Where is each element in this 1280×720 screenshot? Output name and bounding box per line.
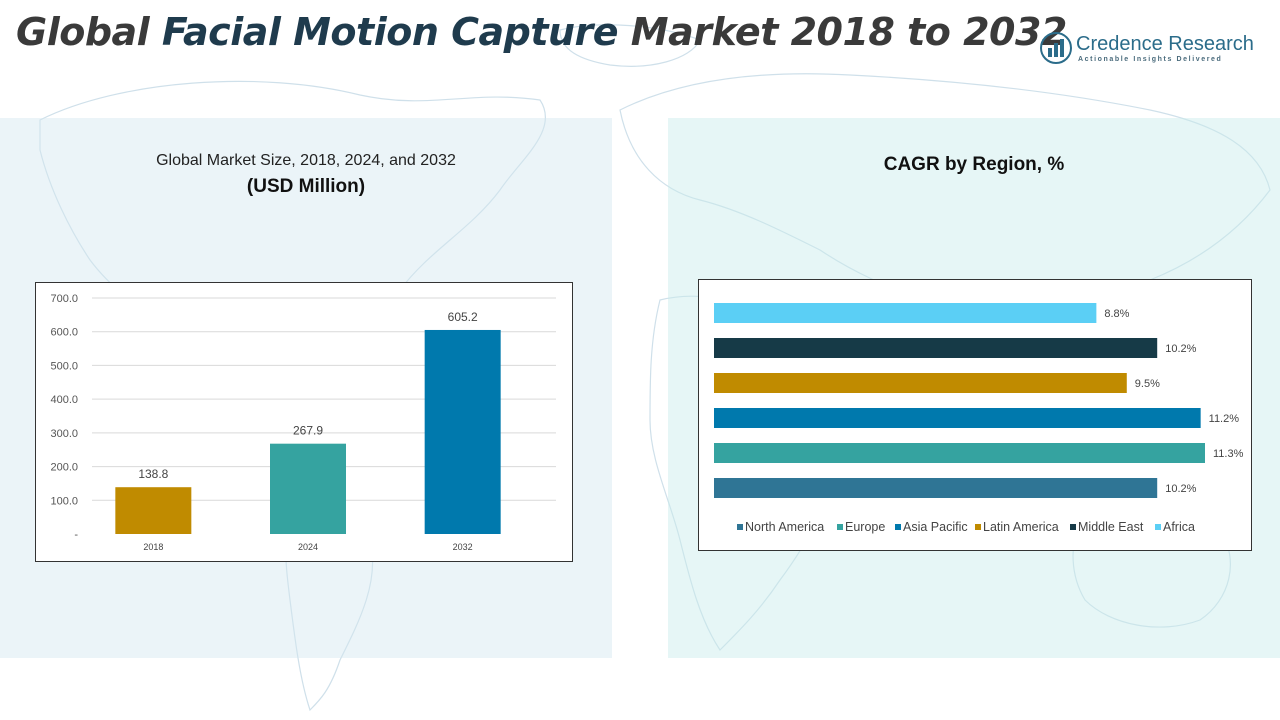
title-part-1: Global: [16, 10, 162, 54]
bar-north-america: [714, 478, 1158, 498]
logo-bar-chart-icon: [1040, 32, 1072, 64]
x-tick-label-2032: 2032: [453, 542, 473, 552]
title-part-3: Market 2018 to 2032: [618, 10, 1068, 54]
legend-swatch-latin-america: [975, 524, 981, 530]
y-tick-label: 400.0: [50, 394, 78, 406]
data-label-latin-america: 9.5%: [1135, 378, 1160, 390]
title-part-2: Facial Motion Capture: [161, 10, 619, 54]
x-tick-label-2018: 2018: [143, 542, 163, 552]
bar-latin-america: [714, 373, 1127, 393]
x-tick-label-2024: 2024: [298, 542, 318, 552]
data-label-africa: 8.8%: [1104, 308, 1129, 320]
bar-africa: [714, 303, 1097, 323]
page-title: Global Facial Motion Capture Market 2018…: [16, 10, 1067, 54]
data-label-north-america: 10.2%: [1165, 483, 1196, 495]
legend-label-africa: Africa: [1163, 520, 1195, 534]
legend-label-latin-america: Latin America: [983, 520, 1059, 534]
market-size-chart-unit: (USD Million): [246, 176, 366, 197]
y-tick-label: -: [74, 529, 78, 541]
legend-swatch-north-america: [737, 524, 743, 530]
y-tick-label: 200.0: [50, 462, 78, 474]
legend-swatch-africa: [1155, 524, 1161, 530]
credence-research-logo: Credence Research Actionable Insights De…: [1040, 30, 1270, 70]
y-tick-label: 600.0: [50, 327, 78, 339]
bar-middle-east: [714, 338, 1158, 358]
cagr-chart-svg: 10.2% 11.3% 11.2% 9.5% 10.2% 8.8% North Americ…: [714, 303, 1244, 534]
market-size-chart: - 100.0 200.0 300.0 400.0 500.0 600.0 700.0 138.…: [35, 282, 573, 562]
y-tick-label: 100.0: [50, 495, 78, 507]
logo-tagline: Actionable Insights Delivered: [1078, 56, 1223, 63]
y-tick-label: 700.0: [50, 293, 78, 305]
legend-label-middle-east: Middle East: [1078, 520, 1144, 534]
bar-2024: [270, 443, 346, 534]
legend-label-europe: Europe: [845, 520, 885, 534]
cagr-chart: 10.2% 11.3% 11.2% 9.5% 10.2% 8.8% North Americ…: [698, 279, 1252, 551]
logo-name: Credence Research: [1076, 33, 1254, 55]
bar-asia-pacific: [714, 408, 1201, 428]
legend-swatch-europe: [837, 524, 843, 530]
data-label-2024: 267.9: [293, 424, 323, 438]
data-label-2018: 138.8: [138, 467, 168, 481]
legend-label-asia-pacific: Asia Pacific: [903, 520, 968, 534]
bar-europe: [714, 443, 1205, 463]
bar-2032: [424, 329, 501, 534]
bar-2018: [115, 487, 192, 534]
data-label-middle-east: 10.2%: [1165, 343, 1196, 355]
market-size-chart-svg: - 100.0 200.0 300.0 400.0 500.0 600.0 700.0 138.…: [50, 293, 556, 552]
data-label-asia-pacific: 11.2%: [1209, 413, 1240, 425]
legend-swatch-asia-pacific: [895, 524, 901, 530]
data-label-2032: 605.2: [448, 310, 478, 324]
legend-label-north-america: North America: [745, 520, 824, 534]
y-tick-label: 300.0: [50, 428, 78, 440]
y-tick-label: 500.0: [50, 360, 78, 372]
cagr-chart-title: CAGR by Region, %: [883, 154, 1065, 175]
market-size-chart-title: Global Market Size, 2018, 2024, and 2032: [156, 152, 456, 169]
legend-swatch-middle-east: [1070, 524, 1076, 530]
data-label-europe: 11.3%: [1213, 448, 1244, 460]
